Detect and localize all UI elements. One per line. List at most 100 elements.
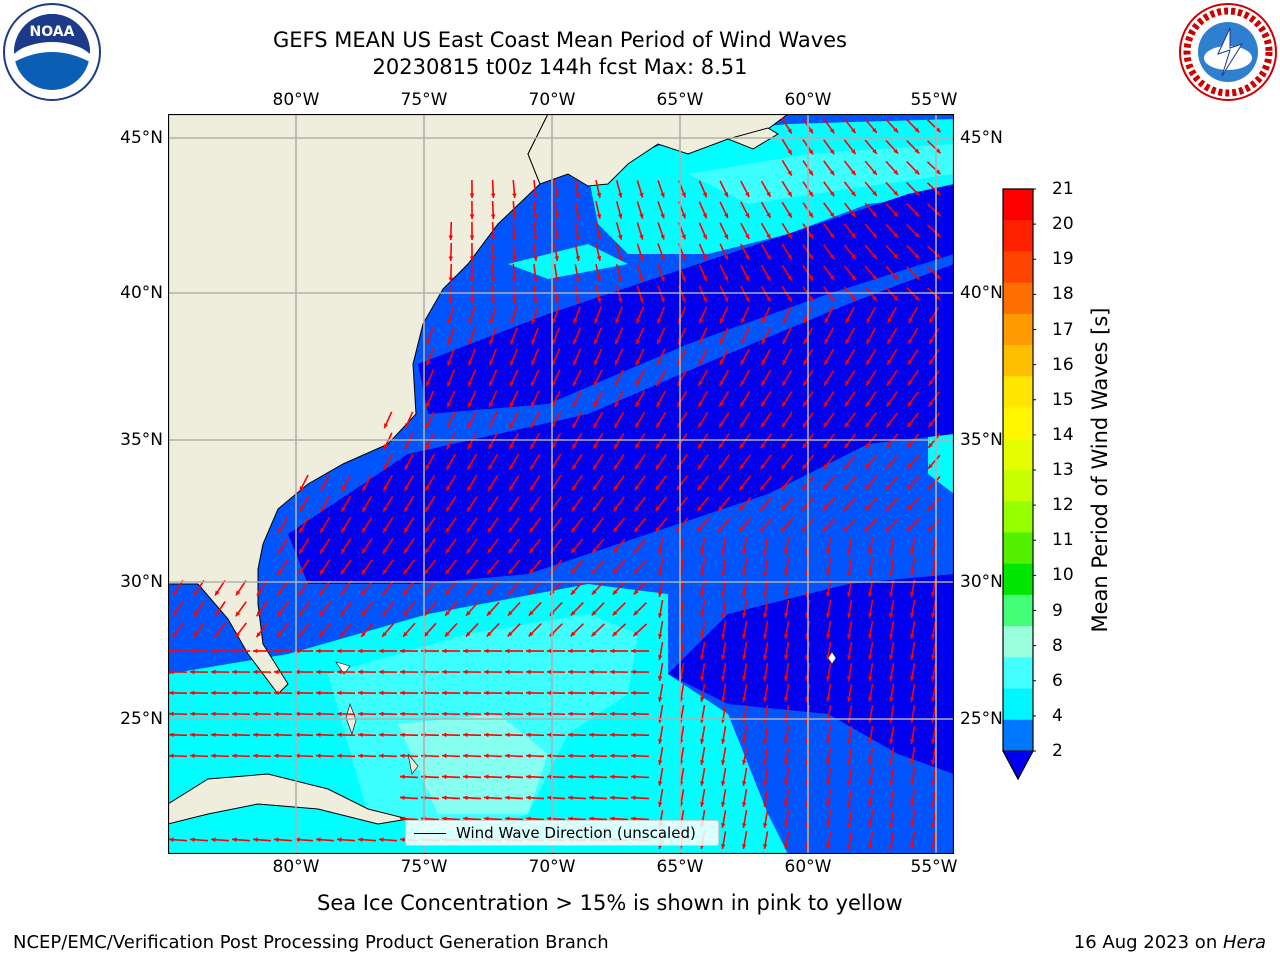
wind-arrow-head [631,774,636,780]
wind-arrow-head [681,213,686,219]
wind-arrow-head [935,211,941,217]
wind-arrow-head [699,655,705,660]
wind-arrow-head [851,296,856,302]
wind-arrow-head [614,422,619,428]
wind-arrow-head [720,613,726,618]
wind-arrow-head [867,550,873,555]
wind-arrow-head [846,844,852,849]
wind-arrow-head [211,711,216,717]
wind-arrow-head [424,590,429,596]
wind-arrow-head [487,548,493,554]
wind-arrow-head [723,213,729,219]
colorbar-swatch [1003,345,1033,377]
wind-arrow-head [907,422,913,428]
wind-arrow-head [719,422,724,428]
wind-arrow-head [927,484,933,490]
colorbar-swatch [1003,532,1033,565]
wind-arrow-head [829,128,835,134]
wind-arrow-head [169,753,174,759]
wind-arrow-head [575,277,581,282]
wind-arrow-head [660,276,665,282]
colorbar-swatch [1003,719,1033,752]
wind-arrow-head [382,548,388,554]
wind-arrow-head [739,443,745,449]
wind-arrow-head [589,795,594,801]
wind-arrow-head [277,611,283,617]
wind-arrow-head [193,611,199,617]
wind-arrow-head [533,214,538,219]
wind-arrow-head [592,506,598,512]
wind-arrow-head [886,464,891,469]
wind-arrow-head [872,274,877,280]
wind-arrow-head [274,690,279,696]
wind-arrow-head [510,360,515,366]
wind-arrow-head [554,193,559,198]
wind-arrow-head [533,298,538,303]
colorbar-swatch [1003,470,1033,502]
wind-arrow-head [660,255,665,261]
wind-arrow-head [274,648,279,654]
wind-arrow-head [337,711,342,717]
wind-arrow-head [169,669,174,675]
wind-arrow-head [169,690,174,696]
wind-arrow-head [552,318,557,324]
wind-arrow-head [867,781,873,786]
wind-arrow-head [781,485,786,490]
wind-arrow-head [400,690,405,696]
wind-arrow-head [425,506,430,512]
wind-arrow-head [547,753,552,759]
colorbar-tick-label: 21 [1052,179,1074,199]
wind-arrow-head [575,256,581,261]
wind-arrow-head [719,401,724,407]
wind-arrow-head [529,506,535,512]
lat-tick-left: 25°N [120,709,163,729]
wind-arrow-head [214,632,220,638]
wind-arrow-head [909,613,915,618]
wind-arrow-head [467,464,472,470]
wind-arrow-head [531,318,536,324]
wind-arrow-head [867,634,873,639]
wind-arrow-head [445,590,450,595]
wind-arrow-head [867,676,873,681]
lon-tick-top: 65°W [656,90,704,110]
us-east-coast-land [168,114,549,695]
wind-arrow-head [782,380,787,386]
footer-machine: Hera [1222,932,1266,953]
wind-arrow-head [631,732,636,738]
wind-arrow-head [935,169,941,175]
wind-arrow-head [867,613,873,618]
wind-arrow-head [762,655,768,660]
wind-arrow-head [448,235,454,240]
wind-arrow-head [783,802,789,807]
wind-arrow-head [808,128,814,134]
wind-arrow-head [762,760,768,765]
wind-arrow-head [299,486,304,492]
wind-arrow-head [528,631,534,637]
wind-arrow-head [635,422,640,428]
wind-arrow-head [928,380,934,386]
wind-arrow-head [337,669,342,675]
wind-arrow-head [509,422,514,428]
wind-arrow-head [829,254,835,260]
lon-tick-bottom: 65°W [656,857,704,877]
wind-arrow-head [699,760,705,765]
wind-arrow-head [526,711,531,717]
wind-arrow-head [610,795,615,801]
wind-arrow-head [445,610,450,616]
wind-arrow-head [383,506,388,512]
wind-arrow-head [702,213,707,219]
wind-arrow-head [466,527,472,533]
wind-arrow-head [425,464,430,470]
wind-arrow-head [508,569,513,574]
wind-arrow-head [720,318,725,324]
wind-arrow-head [383,527,388,533]
wind-arrow-head [424,569,430,575]
wind-arrow-head [489,402,494,408]
wind-arrow-head [720,592,726,597]
wind-arrow-head [400,711,405,717]
wind-arrow-head [505,690,510,696]
wind-arrow-head [617,192,623,198]
wind-arrow-head [762,613,768,618]
wind-arrow-head [509,443,514,449]
colorbar-tick-label: 8 [1052,635,1063,656]
